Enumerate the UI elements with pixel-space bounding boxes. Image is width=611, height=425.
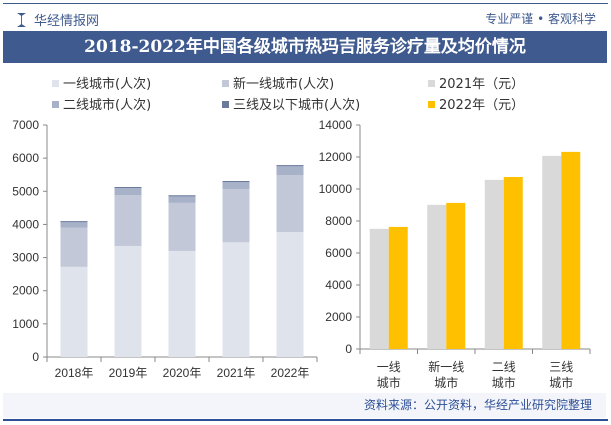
legend-swatch [222,80,229,87]
x-tick-label: 城市 [377,375,401,390]
legend-item: 2022年（元） [428,94,524,113]
bar [388,226,408,349]
bar [446,202,466,349]
y-tick-label: 6000 [325,246,352,260]
bar [542,155,562,349]
x-tick-label: 新一线 [428,359,464,374]
legend-item: 二线城市(人次) [52,94,151,113]
bar [427,204,447,349]
x-tick-label: 城市 [434,375,458,390]
bar-segment [276,232,304,357]
x-tick-label: 二线 [492,360,516,374]
bar-segment [222,181,250,189]
bar-segment [114,187,142,196]
legend-item: 三线及以下城市(人次) [222,94,360,113]
y-tick-label: 3000 [12,251,39,265]
bar-segment [276,165,304,176]
legend-item: 一线城市(人次) [52,73,151,92]
y-tick-label: 6000 [12,151,39,165]
bar-segment [60,221,88,223]
x-tick-label: 2018年 [55,366,94,380]
y-tick-label: 4000 [12,217,39,231]
x-tick-label: 城市 [549,375,573,390]
logo-icon [17,13,26,27]
bar-segment [114,245,142,357]
brand: 华经情报网 [17,10,99,29]
y-tick-label: 5000 [12,184,39,198]
y-tick-label: 12000 [319,150,353,164]
y-tick-label: 10000 [319,182,353,196]
legend-swatch [222,101,229,108]
x-tick-label: 2021年 [217,366,256,380]
x-tick-label: 2019年 [109,366,148,380]
y-tick-label: 7000 [12,118,39,132]
legend-swatch [428,101,435,108]
slogan: 专业严谨 • 客观科学 [485,12,596,26]
y-tick-label: 4000 [325,278,352,292]
y-tick-label: 2000 [325,310,352,324]
legend-item: 2021年（元） [428,73,524,92]
x-tick-label: 2022年 [271,366,310,380]
top-bar: 华经情报网 专业严谨 • 客观科学 [3,3,608,30]
legend-swatch [52,80,59,87]
bar-segment [222,188,250,243]
footer: 资料来源：公开资料，华经产业研究院整理 [3,393,606,418]
bar [484,179,504,349]
x-tick-label: 城市 [492,375,516,390]
bar-segment [114,186,142,188]
legend-item: 新一线城市(人次) [222,73,334,92]
bar-segment [114,195,142,246]
chart-title: 2018-2022年中国各级城市热玛吉服务诊疗量及均价情况 [3,31,607,63]
bar-segment [60,221,88,228]
bar-segment [276,175,304,233]
y-tick-label: 2000 [12,284,39,298]
bar-segment [168,195,196,203]
x-tick-label: 2020年 [163,366,202,380]
y-tick-label: 8000 [325,214,352,228]
bar-segment [168,202,196,251]
bar-segment [168,250,196,357]
bar-segment [276,165,304,167]
y-tick-label: 14000 [319,118,353,132]
bar [503,177,523,349]
bar-segment [168,195,196,197]
source-note: 资料来源：公开资料，华经产业研究院整理 [363,398,592,412]
bar [369,228,389,349]
bar-segment [60,266,88,357]
legend-swatch [52,101,59,108]
bar-segment [222,242,250,357]
bar-segment [222,181,250,183]
legend-swatch [428,80,435,87]
bar-segment [60,227,88,267]
x-tick-label: 三线 [549,360,573,374]
y-tick-label: 1000 [12,317,39,331]
bar [561,151,581,349]
brand-name: 华经情报网 [34,14,100,29]
y-tick-label: 0 [32,350,39,364]
y-tick-label: 0 [345,342,352,356]
footer-line [3,419,608,421]
x-tick-label: 一线 [377,360,401,374]
